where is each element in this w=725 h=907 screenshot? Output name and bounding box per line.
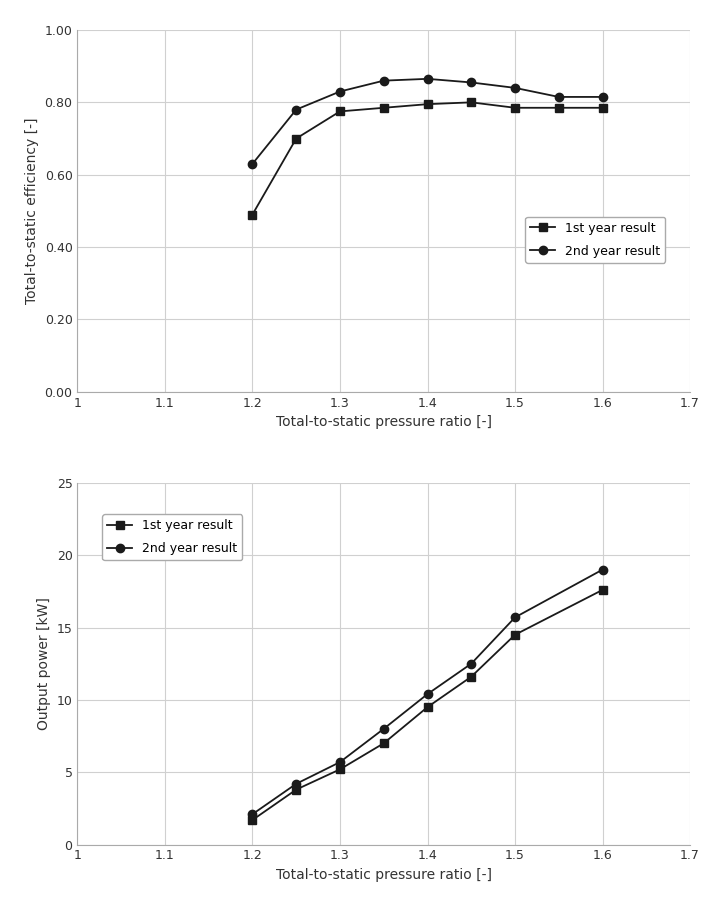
1st year result: [555, 102, 563, 113]
Line: 1st year result: 1st year result: [248, 586, 607, 824]
2nd year result: [248, 809, 257, 820]
1st year result: [598, 102, 607, 113]
1st year result: [510, 102, 519, 113]
1st year result: [248, 814, 257, 825]
1st year result: [336, 764, 344, 775]
1st year result: [598, 584, 607, 595]
2nd year result: [379, 724, 388, 735]
2nd year result: [467, 658, 476, 669]
2nd year result: [248, 159, 257, 170]
1st year result: [510, 629, 519, 640]
2nd year result: [467, 77, 476, 88]
2nd year result: [510, 83, 519, 93]
2nd year result: [292, 104, 301, 115]
1st year result: [467, 97, 476, 108]
Legend: 1st year result, 2nd year result: 1st year result, 2nd year result: [526, 217, 666, 263]
2nd year result: [598, 564, 607, 575]
2nd year result: [598, 92, 607, 102]
X-axis label: Total-to-static pressure ratio [-]: Total-to-static pressure ratio [-]: [276, 415, 492, 429]
2nd year result: [510, 612, 519, 623]
1st year result: [467, 671, 476, 682]
2nd year result: [555, 92, 563, 102]
1st year result: [292, 785, 301, 795]
2nd year result: [336, 756, 344, 767]
1st year result: [379, 737, 388, 748]
2nd year result: [423, 688, 432, 699]
1st year result: [336, 106, 344, 117]
2nd year result: [423, 73, 432, 84]
2nd year result: [379, 75, 388, 86]
Legend: 1st year result, 2nd year result: 1st year result, 2nd year result: [102, 514, 242, 561]
1st year result: [423, 702, 432, 713]
1st year result: [379, 102, 388, 113]
X-axis label: Total-to-static pressure ratio [-]: Total-to-static pressure ratio [-]: [276, 868, 492, 882]
2nd year result: [336, 86, 344, 97]
Line: 1st year result: 1st year result: [248, 98, 607, 219]
Y-axis label: Total-to-static efficiency [-]: Total-to-static efficiency [-]: [25, 118, 39, 304]
1st year result: [248, 210, 257, 220]
1st year result: [292, 133, 301, 144]
1st year result: [423, 99, 432, 110]
Line: 2nd year result: 2nd year result: [248, 565, 607, 818]
Line: 2nd year result: 2nd year result: [248, 74, 607, 168]
2nd year result: [292, 778, 301, 789]
Y-axis label: Output power [kW]: Output power [kW]: [37, 597, 51, 730]
